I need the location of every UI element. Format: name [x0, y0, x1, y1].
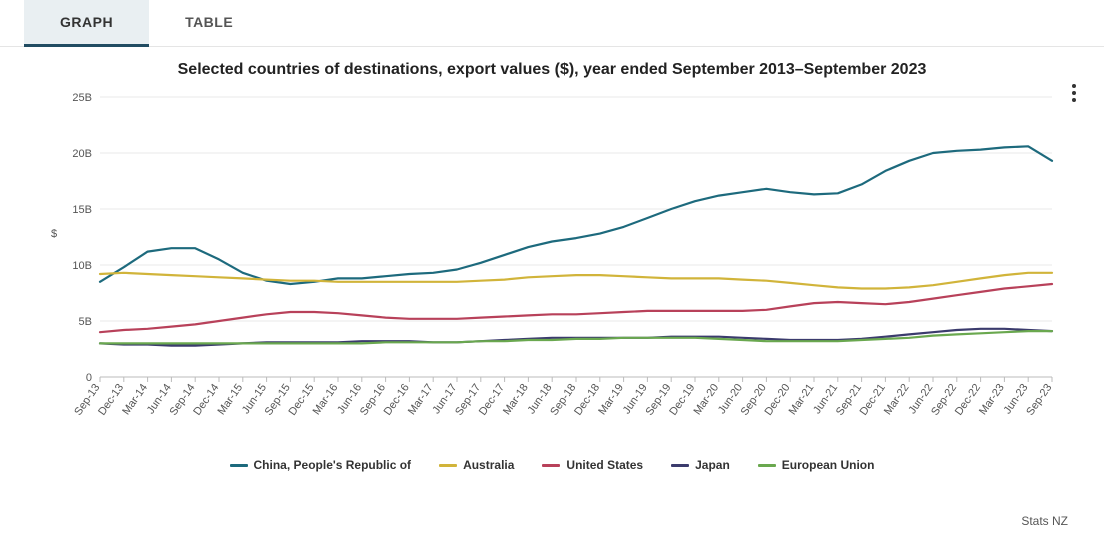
svg-text:20B: 20B	[72, 148, 92, 160]
svg-text:Mar-14: Mar-14	[120, 382, 150, 417]
tab-table[interactable]: TABLE	[149, 0, 269, 46]
legend-swatch	[439, 464, 457, 467]
legend-swatch	[542, 464, 560, 467]
legend-label: China, People's Republic of	[254, 458, 412, 472]
svg-text:Mar-22: Mar-22	[882, 382, 912, 417]
legend-item[interactable]: United States	[542, 458, 643, 472]
tab-graph[interactable]: GRAPH	[24, 0, 149, 47]
svg-text:10B: 10B	[72, 260, 92, 272]
legend-item[interactable]: Australia	[439, 458, 514, 472]
line-chart: 05B10B15B20B25B$Sep-13Dec-13Mar-14Jun-14…	[40, 87, 1064, 447]
legend-label: Japan	[695, 458, 730, 472]
legend-item[interactable]: Japan	[671, 458, 730, 472]
legend-item[interactable]: European Union	[758, 458, 875, 472]
chart-legend: China, People's Republic of Australia Unit…	[0, 458, 1104, 472]
legend-label: Australia	[463, 458, 514, 472]
svg-text:Mar-18: Mar-18	[501, 382, 531, 417]
svg-text:Mar-21: Mar-21	[787, 382, 817, 417]
svg-text:0: 0	[86, 372, 92, 384]
chart-menu-icon[interactable]	[1072, 84, 1076, 102]
tab-bar: GRAPH TABLE	[0, 0, 1104, 47]
svg-text:Mar-23: Mar-23	[977, 382, 1007, 417]
svg-text:25B: 25B	[72, 92, 92, 104]
chart-source: Stats NZ	[1021, 514, 1068, 528]
legend-swatch	[671, 464, 689, 467]
legend-swatch	[758, 464, 776, 467]
chart-title: Selected countries of destinations, expo…	[0, 61, 1104, 79]
svg-text:Mar-19: Mar-19	[596, 382, 626, 417]
svg-text:Mar-16: Mar-16	[311, 382, 341, 417]
svg-text:$: $	[51, 228, 57, 240]
svg-text:15B: 15B	[72, 204, 92, 216]
legend-label: European Union	[782, 458, 875, 472]
svg-text:5B: 5B	[79, 316, 92, 328]
svg-text:Mar-17: Mar-17	[406, 382, 436, 417]
svg-text:Sep-23: Sep-23	[1024, 382, 1054, 418]
legend-swatch	[230, 464, 248, 467]
svg-text:Mar-20: Mar-20	[691, 382, 721, 417]
legend-label: United States	[566, 458, 643, 472]
svg-text:Mar-15: Mar-15	[215, 382, 245, 417]
chart-area: 05B10B15B20B25B$Sep-13Dec-13Mar-14Jun-14…	[40, 87, 1064, 452]
legend-item[interactable]: China, People's Republic of	[230, 458, 412, 472]
